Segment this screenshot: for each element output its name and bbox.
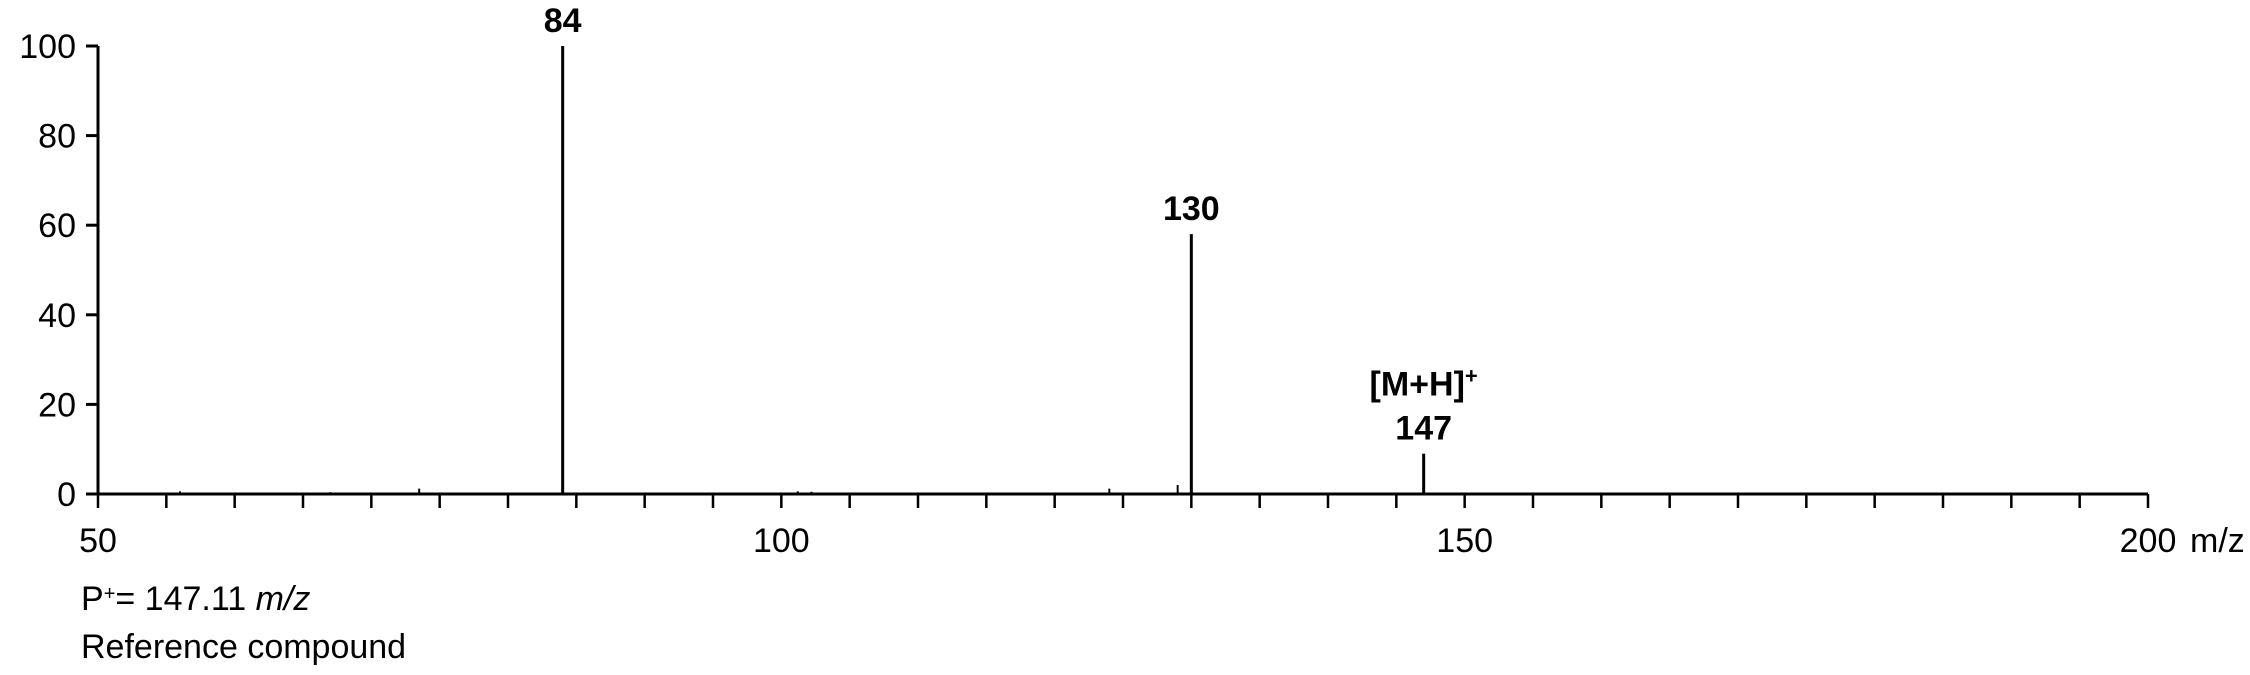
precursor-note: P+= 147.11 m/z — [81, 582, 310, 616]
precursor-value: = 147.11 — [115, 580, 256, 618]
peak-labels: 84 130 147 [M+H]+ — [544, 2, 1478, 448]
y-tick-label: 20 — [38, 386, 76, 424]
y-tick-label: 0 — [57, 476, 76, 514]
peak-label: 130 — [1163, 190, 1220, 228]
peak-label: 147 — [1395, 410, 1452, 448]
precursor-unit: m/z — [255, 580, 311, 618]
precursor-prefix: P — [81, 580, 104, 618]
y-axis: 0 20 40 60 80 100 — [19, 28, 100, 514]
y-tick-label: 40 — [38, 297, 76, 335]
y-tick-label: 100 — [19, 28, 76, 66]
spectrum-peaks — [179, 46, 1493, 494]
peak-label: 84 — [544, 2, 582, 40]
y-tick-label: 60 — [38, 207, 76, 245]
peak-annotation: [M+H]+ — [1370, 364, 1478, 404]
x-axis-label: m/z — [2190, 522, 2245, 560]
x-tick-label: 200 — [2120, 522, 2177, 560]
x-tick-label: 150 — [1436, 522, 1493, 560]
x-tick-label: 50 — [79, 522, 117, 560]
precursor-charge: + — [103, 583, 116, 605]
compound-note: Reference compound — [81, 628, 407, 666]
x-tick-label: 100 — [753, 522, 810, 560]
y-tick-label: 80 — [38, 118, 76, 156]
x-axis: 50 100 150 200 m/z — [79, 492, 2245, 560]
